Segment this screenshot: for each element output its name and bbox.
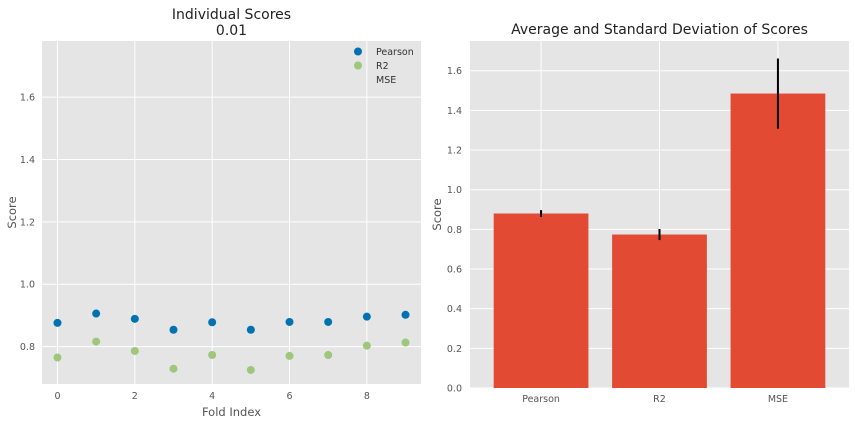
scatter-point-r2 [92, 337, 101, 346]
scatter-point-pearson [53, 318, 62, 327]
scatter-point-pearson [246, 325, 255, 334]
bar-y-tick-label: 0.6 [447, 265, 462, 276]
bar-y-tick-label: 1.0 [447, 185, 462, 196]
scatter-point-r2 [362, 341, 371, 350]
scatter-point-r2 [401, 338, 410, 347]
bar-y-tick-label: 0.0 [447, 384, 462, 395]
legend-label-pearson: Pearson [376, 47, 414, 58]
bar-y-tick-label: 1.2 [447, 146, 462, 157]
scatter-point-pearson [324, 317, 333, 326]
scatter-point-r2 [130, 346, 139, 355]
scatter-x-axis-label: Fold Index [202, 405, 261, 419]
bar-mse [730, 93, 826, 388]
bar-y-tick-label: 0.2 [447, 344, 462, 355]
scatter-point-r2 [324, 351, 333, 360]
bar-r2 [612, 234, 707, 388]
legend-marker-r2 [354, 61, 362, 70]
scatter-point-pearson [285, 317, 294, 326]
bar-category-label: R2 [653, 394, 666, 405]
legend-label-mse: MSE [376, 75, 396, 86]
bar-category-label: Pearson [522, 394, 560, 405]
legend-marker-pearson [354, 47, 362, 56]
scatter-x-tick-label: 0 [54, 391, 60, 402]
scatter-point-pearson [401, 310, 410, 319]
scatter-x-tick-label: 6 [286, 391, 292, 402]
scatter-point-r2 [169, 364, 178, 373]
bar-y-tick-label: 0.4 [447, 304, 462, 315]
scatter-x-tick-label: 8 [364, 391, 370, 402]
scatter-y-tick-label: 1.2 [20, 217, 35, 228]
scatter-point-r2 [285, 351, 294, 360]
scatter-point-pearson [130, 314, 139, 323]
scatter-y-tick-label: 1.6 [20, 93, 35, 104]
scatter-point-pearson [169, 325, 178, 334]
scatter-point-pearson [92, 309, 101, 318]
scatter-point-r2 [53, 353, 62, 362]
scatter-y-tick-label: 1.0 [20, 280, 35, 291]
scatter-x-tick-label: 4 [209, 391, 215, 402]
bar-y-axis-label: Score [430, 198, 444, 230]
scatter-y-axis-label: Score [5, 196, 19, 228]
bar-title: Average and Standard Deviation of Scores [511, 22, 808, 38]
legend-label-r2: R2 [376, 61, 389, 72]
bar-pearson [493, 213, 589, 388]
bar-category-label: MSE [768, 394, 788, 405]
bar-y-tick-label: 1.6 [447, 66, 462, 77]
bar-y-tick-label: 0.8 [447, 225, 462, 236]
scatter-point-r2 [246, 365, 255, 374]
scatter-point-pearson [362, 312, 371, 321]
scatter-point-pearson [208, 318, 217, 327]
scatter-point-r2 [208, 351, 217, 360]
scatter-subtitle: 0.01 [216, 23, 247, 39]
scatter-y-tick-label: 0.8 [20, 342, 35, 353]
scatter-title: Individual Scores [172, 7, 291, 23]
scatter-y-tick-label: 1.4 [20, 155, 35, 166]
scatter-plot-area [42, 41, 421, 384]
scatter-x-tick-label: 2 [132, 391, 138, 402]
bar-y-tick-label: 1.4 [447, 106, 462, 117]
